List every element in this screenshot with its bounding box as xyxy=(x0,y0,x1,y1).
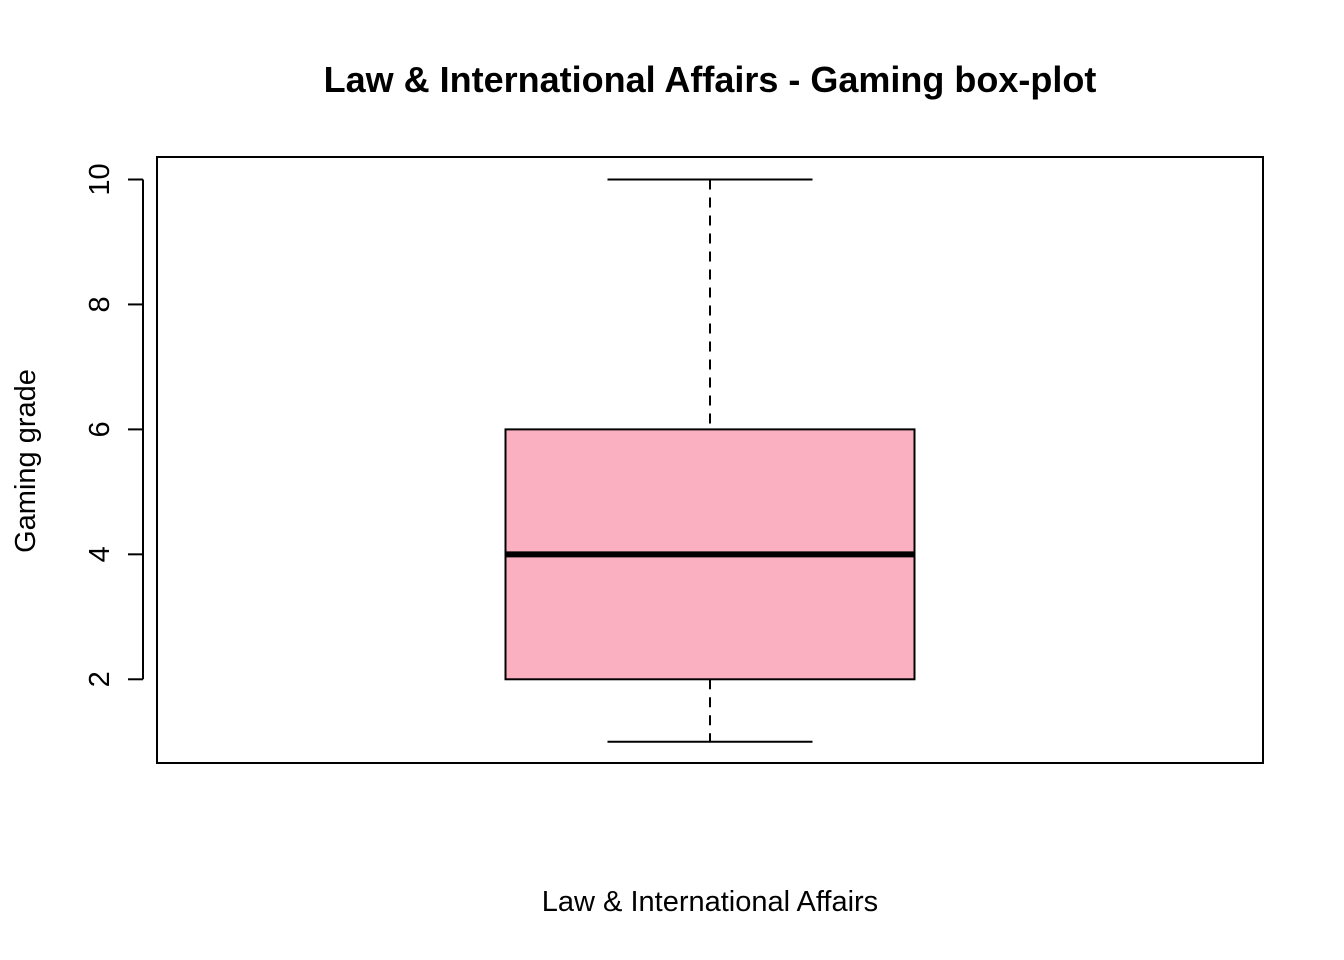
y-tick-label: 10 xyxy=(84,163,116,195)
y-tick-label: 8 xyxy=(84,296,116,312)
y-axis: 2 4 6 8 10 xyxy=(84,163,144,687)
chart-title: Law & International Affairs - Gaming box… xyxy=(324,59,1097,100)
y-tick-label: 4 xyxy=(84,546,116,562)
box-group xyxy=(504,178,916,743)
y-axis-label: Gaming grade xyxy=(10,369,42,553)
x-axis-label: Law & International Affairs xyxy=(542,886,878,918)
y-tick-label: 6 xyxy=(84,421,116,437)
plot-frame xyxy=(156,156,1264,764)
y-tick-label: 2 xyxy=(84,671,116,687)
